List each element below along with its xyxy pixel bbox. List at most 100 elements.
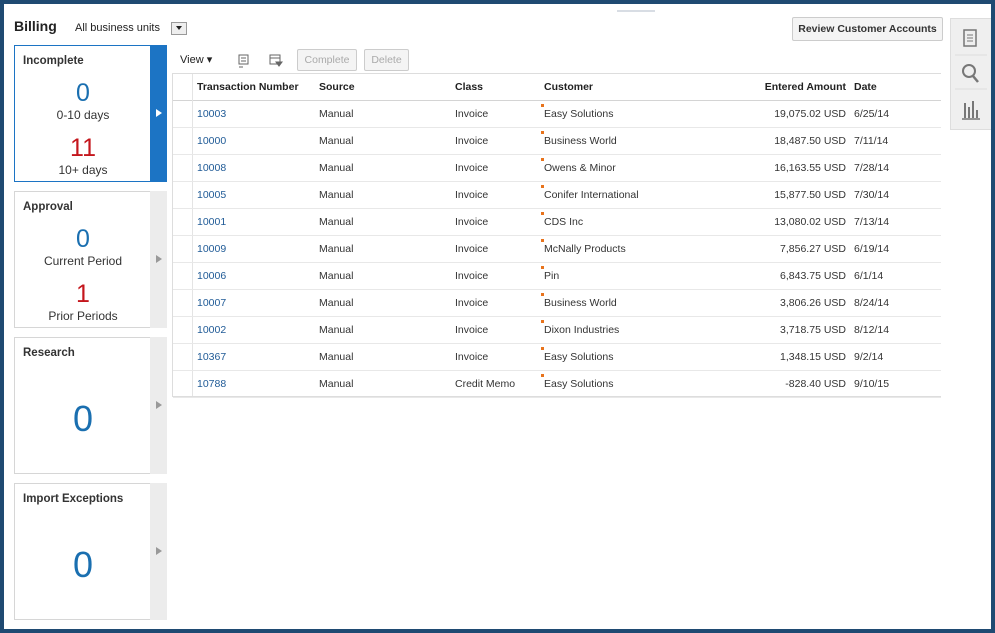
table-cell: Manual bbox=[319, 243, 354, 255]
infolet-card[interactable]: Approval 0 Current Period 1 Prior Periods bbox=[14, 191, 167, 328]
table-cell: Invoice bbox=[455, 135, 489, 147]
table-cell: Easy Solutions bbox=[544, 108, 614, 120]
metric-label: 10+ days bbox=[58, 163, 108, 177]
table-cell: 19,075.02 USD bbox=[774, 108, 846, 120]
infolet-card[interactable]: Incomplete 0 0-10 days 11 10+ days bbox=[14, 45, 167, 182]
table-row[interactable]: 10788 Manual Credit Memo Easy Solutions -828… bbox=[173, 371, 941, 398]
table-cell: Pin bbox=[544, 270, 560, 282]
card-title: Import Exceptions bbox=[23, 493, 124, 505]
customer-marker bbox=[541, 347, 544, 350]
business-unit-dropdown[interactable] bbox=[171, 22, 187, 35]
transactions-table: Transaction Number Source Class Customer Ent… bbox=[172, 73, 941, 398]
header-divider bbox=[173, 100, 941, 101]
infolet-card[interactable]: Research 0 bbox=[14, 337, 167, 474]
transaction-link[interactable]: 10006 bbox=[197, 270, 227, 282]
column-header[interactable]: Customer bbox=[544, 81, 594, 93]
metric-label: Current Period bbox=[43, 254, 123, 268]
tasks-icon[interactable] bbox=[963, 29, 977, 47]
expand-arrow bbox=[156, 255, 162, 263]
table-cell: McNally Products bbox=[544, 243, 626, 255]
review-customer-accounts-button[interactable]: Review Customer Accounts bbox=[792, 17, 943, 41]
table-row[interactable]: 10008 Manual Invoice Owens & Minor 16,163.55… bbox=[173, 155, 941, 182]
table-cell: 1,348.15 USD bbox=[780, 351, 846, 363]
transaction-link[interactable]: 10788 bbox=[197, 378, 227, 390]
metric-value[interactable]: 0 bbox=[72, 544, 94, 585]
transaction-link[interactable]: 10001 bbox=[197, 216, 227, 228]
expand-tab[interactable] bbox=[150, 191, 167, 328]
table-row[interactable]: 10007 Manual Invoice Business World 3,806.26… bbox=[173, 290, 941, 317]
table-row[interactable]: 10002 Manual Invoice Dixon Industries 3,718.… bbox=[173, 317, 941, 344]
customer-marker bbox=[541, 374, 544, 377]
transaction-link[interactable]: 10000 bbox=[197, 135, 227, 147]
table-cell: Manual bbox=[319, 324, 354, 336]
customer-marker bbox=[541, 158, 544, 161]
customer-marker bbox=[541, 320, 544, 323]
table-cell: Dixon Industries bbox=[544, 324, 620, 336]
column-header[interactable]: Entered Amount bbox=[764, 81, 846, 93]
table-cell: Manual bbox=[319, 216, 354, 228]
table-cell: Manual bbox=[319, 270, 354, 282]
column-header[interactable]: Transaction Number bbox=[197, 81, 299, 93]
card-title: Research bbox=[23, 347, 75, 359]
table-row[interactable]: 10367 Manual Invoice Easy Solutions 1,348.15… bbox=[173, 344, 941, 371]
expand-tab[interactable] bbox=[150, 45, 167, 182]
table-cell: Invoice bbox=[455, 216, 489, 228]
freeze-icon[interactable] bbox=[269, 54, 283, 67]
table-cell: Manual bbox=[319, 162, 354, 174]
column-header[interactable]: Source bbox=[319, 81, 355, 93]
metric-value[interactable]: 0 bbox=[76, 79, 90, 107]
transaction-link[interactable]: 10008 bbox=[197, 162, 227, 174]
table-row[interactable]: 10003 Manual Invoice Easy Solutions 19,075.0… bbox=[173, 101, 941, 128]
transaction-link[interactable]: 10005 bbox=[197, 189, 227, 201]
table-cell: Business World bbox=[544, 135, 617, 147]
expand-arrow bbox=[156, 547, 162, 555]
table-cell: CDS Inc bbox=[544, 216, 584, 228]
transaction-link[interactable]: 10003 bbox=[197, 108, 227, 120]
table-cell: 6/1/14 bbox=[854, 270, 884, 282]
table-row[interactable]: 10000 Manual Invoice Business World 18,487.5… bbox=[173, 128, 941, 155]
column-header[interactable]: Date bbox=[854, 81, 877, 93]
delete-button[interactable]: Delete bbox=[364, 49, 409, 71]
table-cell: 8/24/14 bbox=[854, 297, 890, 309]
table-cell: Invoice bbox=[455, 189, 489, 201]
business-unit-label: All business units bbox=[75, 22, 160, 34]
customer-marker bbox=[541, 239, 544, 242]
complete-button[interactable]: Complete bbox=[297, 49, 357, 71]
expand-tab[interactable] bbox=[150, 483, 167, 620]
table-cell: 6/19/14 bbox=[854, 243, 890, 255]
format-icon[interactable] bbox=[238, 54, 249, 68]
card-title: Approval bbox=[23, 201, 73, 213]
table-cell: 15,877.50 USD bbox=[774, 189, 846, 201]
table-row[interactable]: 10006 Manual Invoice Pin 6,843.75 USD 6/1/14 bbox=[173, 263, 941, 290]
metric-value[interactable]: 0 bbox=[76, 225, 90, 253]
metric-value[interactable]: 1 bbox=[76, 280, 90, 308]
view-menu[interactable]: View ▾ bbox=[180, 54, 213, 66]
table-row[interactable]: 10005 Manual Invoice Conifer International 1… bbox=[173, 182, 941, 209]
customer-marker bbox=[541, 293, 544, 296]
table-row[interactable]: 10001 Manual Invoice CDS Inc 13,080.02 USD 7/… bbox=[173, 209, 941, 236]
table-row[interactable]: 10009 Manual Invoice McNally Products 7,856.… bbox=[173, 236, 941, 263]
transaction-link[interactable]: 10007 bbox=[197, 297, 227, 309]
transaction-link[interactable]: 10002 bbox=[197, 324, 227, 336]
metric-value[interactable]: 11 bbox=[70, 134, 96, 162]
table-cell: -828.40 USD bbox=[785, 378, 846, 390]
table-cell: Invoice bbox=[455, 297, 489, 309]
table-cell: 6/25/14 bbox=[854, 108, 890, 120]
table-cell: 7/13/14 bbox=[854, 216, 890, 228]
table-cell: Business World bbox=[544, 297, 617, 309]
table-cell: 3,806.26 USD bbox=[780, 297, 846, 309]
metric-value[interactable]: 0 bbox=[72, 398, 94, 439]
table-cell: 16,163.55 USD bbox=[774, 162, 846, 174]
reports-icon[interactable] bbox=[962, 101, 980, 120]
drag-handle bbox=[617, 10, 655, 12]
transaction-link[interactable]: 10367 bbox=[197, 351, 227, 363]
customer-marker bbox=[541, 266, 544, 269]
table-cell: Invoice bbox=[455, 108, 489, 120]
table-cell: 7/28/14 bbox=[854, 162, 890, 174]
expand-tab[interactable] bbox=[150, 337, 167, 474]
search-icon[interactable] bbox=[962, 64, 979, 83]
table-cell: Easy Solutions bbox=[544, 378, 614, 390]
column-header[interactable]: Class bbox=[455, 81, 484, 93]
transaction-link[interactable]: 10009 bbox=[197, 243, 227, 255]
infolet-card[interactable]: Import Exceptions 0 bbox=[14, 483, 167, 620]
